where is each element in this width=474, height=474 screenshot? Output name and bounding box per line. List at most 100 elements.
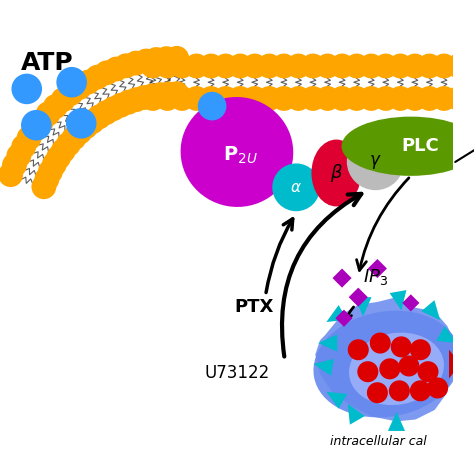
Circle shape	[359, 54, 383, 78]
Text: $\mathbf{P}_{2U}$: $\mathbf{P}_{2U}$	[223, 145, 258, 166]
Circle shape	[432, 54, 456, 78]
Circle shape	[76, 70, 101, 94]
Circle shape	[116, 90, 141, 115]
Circle shape	[43, 94, 68, 119]
Polygon shape	[327, 305, 347, 322]
Circle shape	[134, 49, 158, 73]
Circle shape	[140, 54, 165, 78]
Circle shape	[140, 86, 165, 111]
Circle shape	[417, 86, 442, 111]
Circle shape	[46, 145, 71, 170]
Circle shape	[315, 54, 340, 78]
Circle shape	[446, 54, 471, 78]
Circle shape	[67, 120, 92, 145]
Text: U73122: U73122	[204, 365, 270, 383]
Circle shape	[31, 174, 56, 199]
Circle shape	[124, 87, 149, 112]
Circle shape	[213, 86, 238, 111]
Circle shape	[344, 54, 369, 78]
Ellipse shape	[311, 139, 361, 207]
Circle shape	[109, 93, 133, 118]
Circle shape	[315, 86, 340, 111]
Circle shape	[410, 380, 431, 401]
Circle shape	[80, 109, 105, 134]
Circle shape	[391, 337, 412, 357]
Circle shape	[170, 54, 194, 78]
Circle shape	[66, 108, 97, 138]
Circle shape	[51, 138, 76, 163]
Circle shape	[51, 87, 75, 112]
Polygon shape	[315, 297, 456, 421]
Circle shape	[399, 356, 419, 376]
Text: $\beta$: $\beta$	[330, 162, 343, 184]
Polygon shape	[355, 297, 372, 316]
Circle shape	[23, 117, 47, 142]
Polygon shape	[335, 310, 353, 327]
Circle shape	[199, 86, 224, 111]
Text: $IP_3$: $IP_3$	[363, 266, 388, 287]
Circle shape	[148, 82, 173, 107]
Circle shape	[388, 54, 413, 78]
Circle shape	[164, 46, 189, 71]
Circle shape	[42, 152, 67, 177]
Circle shape	[388, 86, 413, 111]
Circle shape	[59, 81, 83, 106]
Circle shape	[402, 86, 428, 111]
Circle shape	[344, 86, 369, 111]
Circle shape	[144, 47, 169, 72]
Circle shape	[11, 73, 42, 104]
Circle shape	[36, 101, 61, 126]
Ellipse shape	[342, 117, 474, 176]
Polygon shape	[318, 335, 337, 352]
Circle shape	[417, 54, 442, 78]
Circle shape	[228, 86, 253, 111]
Circle shape	[410, 339, 431, 360]
Circle shape	[427, 377, 448, 399]
Circle shape	[389, 380, 410, 401]
Circle shape	[301, 86, 326, 111]
Circle shape	[38, 159, 63, 184]
Circle shape	[370, 333, 391, 354]
Text: $\gamma$: $\gamma$	[369, 153, 382, 171]
Circle shape	[272, 54, 296, 78]
Circle shape	[29, 109, 54, 134]
Circle shape	[374, 86, 398, 111]
Circle shape	[184, 54, 209, 78]
Circle shape	[94, 100, 118, 125]
Text: $\alpha$: $\alpha$	[290, 180, 302, 195]
Text: ATP: ATP	[21, 51, 73, 75]
Circle shape	[132, 85, 156, 110]
Circle shape	[164, 81, 189, 106]
Polygon shape	[349, 288, 368, 307]
Circle shape	[348, 339, 369, 360]
Circle shape	[286, 86, 311, 111]
Circle shape	[228, 54, 253, 78]
Circle shape	[11, 134, 36, 159]
Circle shape	[94, 60, 119, 85]
Polygon shape	[313, 359, 334, 376]
Polygon shape	[390, 290, 406, 310]
Circle shape	[357, 361, 378, 382]
Circle shape	[379, 358, 401, 379]
Circle shape	[418, 361, 438, 382]
Circle shape	[257, 54, 282, 78]
Text: PTX: PTX	[234, 298, 273, 316]
Text: PLC: PLC	[401, 137, 439, 155]
Circle shape	[104, 56, 129, 82]
Circle shape	[432, 86, 456, 111]
Circle shape	[73, 114, 98, 139]
Circle shape	[367, 382, 388, 403]
Circle shape	[56, 67, 87, 98]
Circle shape	[101, 96, 126, 121]
Circle shape	[155, 54, 180, 78]
Polygon shape	[388, 412, 405, 431]
Circle shape	[87, 105, 111, 129]
Circle shape	[242, 54, 267, 78]
Polygon shape	[348, 404, 365, 425]
Circle shape	[347, 133, 404, 190]
Circle shape	[272, 164, 320, 211]
Circle shape	[301, 54, 326, 78]
Polygon shape	[368, 259, 387, 278]
Circle shape	[67, 75, 92, 100]
Circle shape	[170, 86, 194, 111]
